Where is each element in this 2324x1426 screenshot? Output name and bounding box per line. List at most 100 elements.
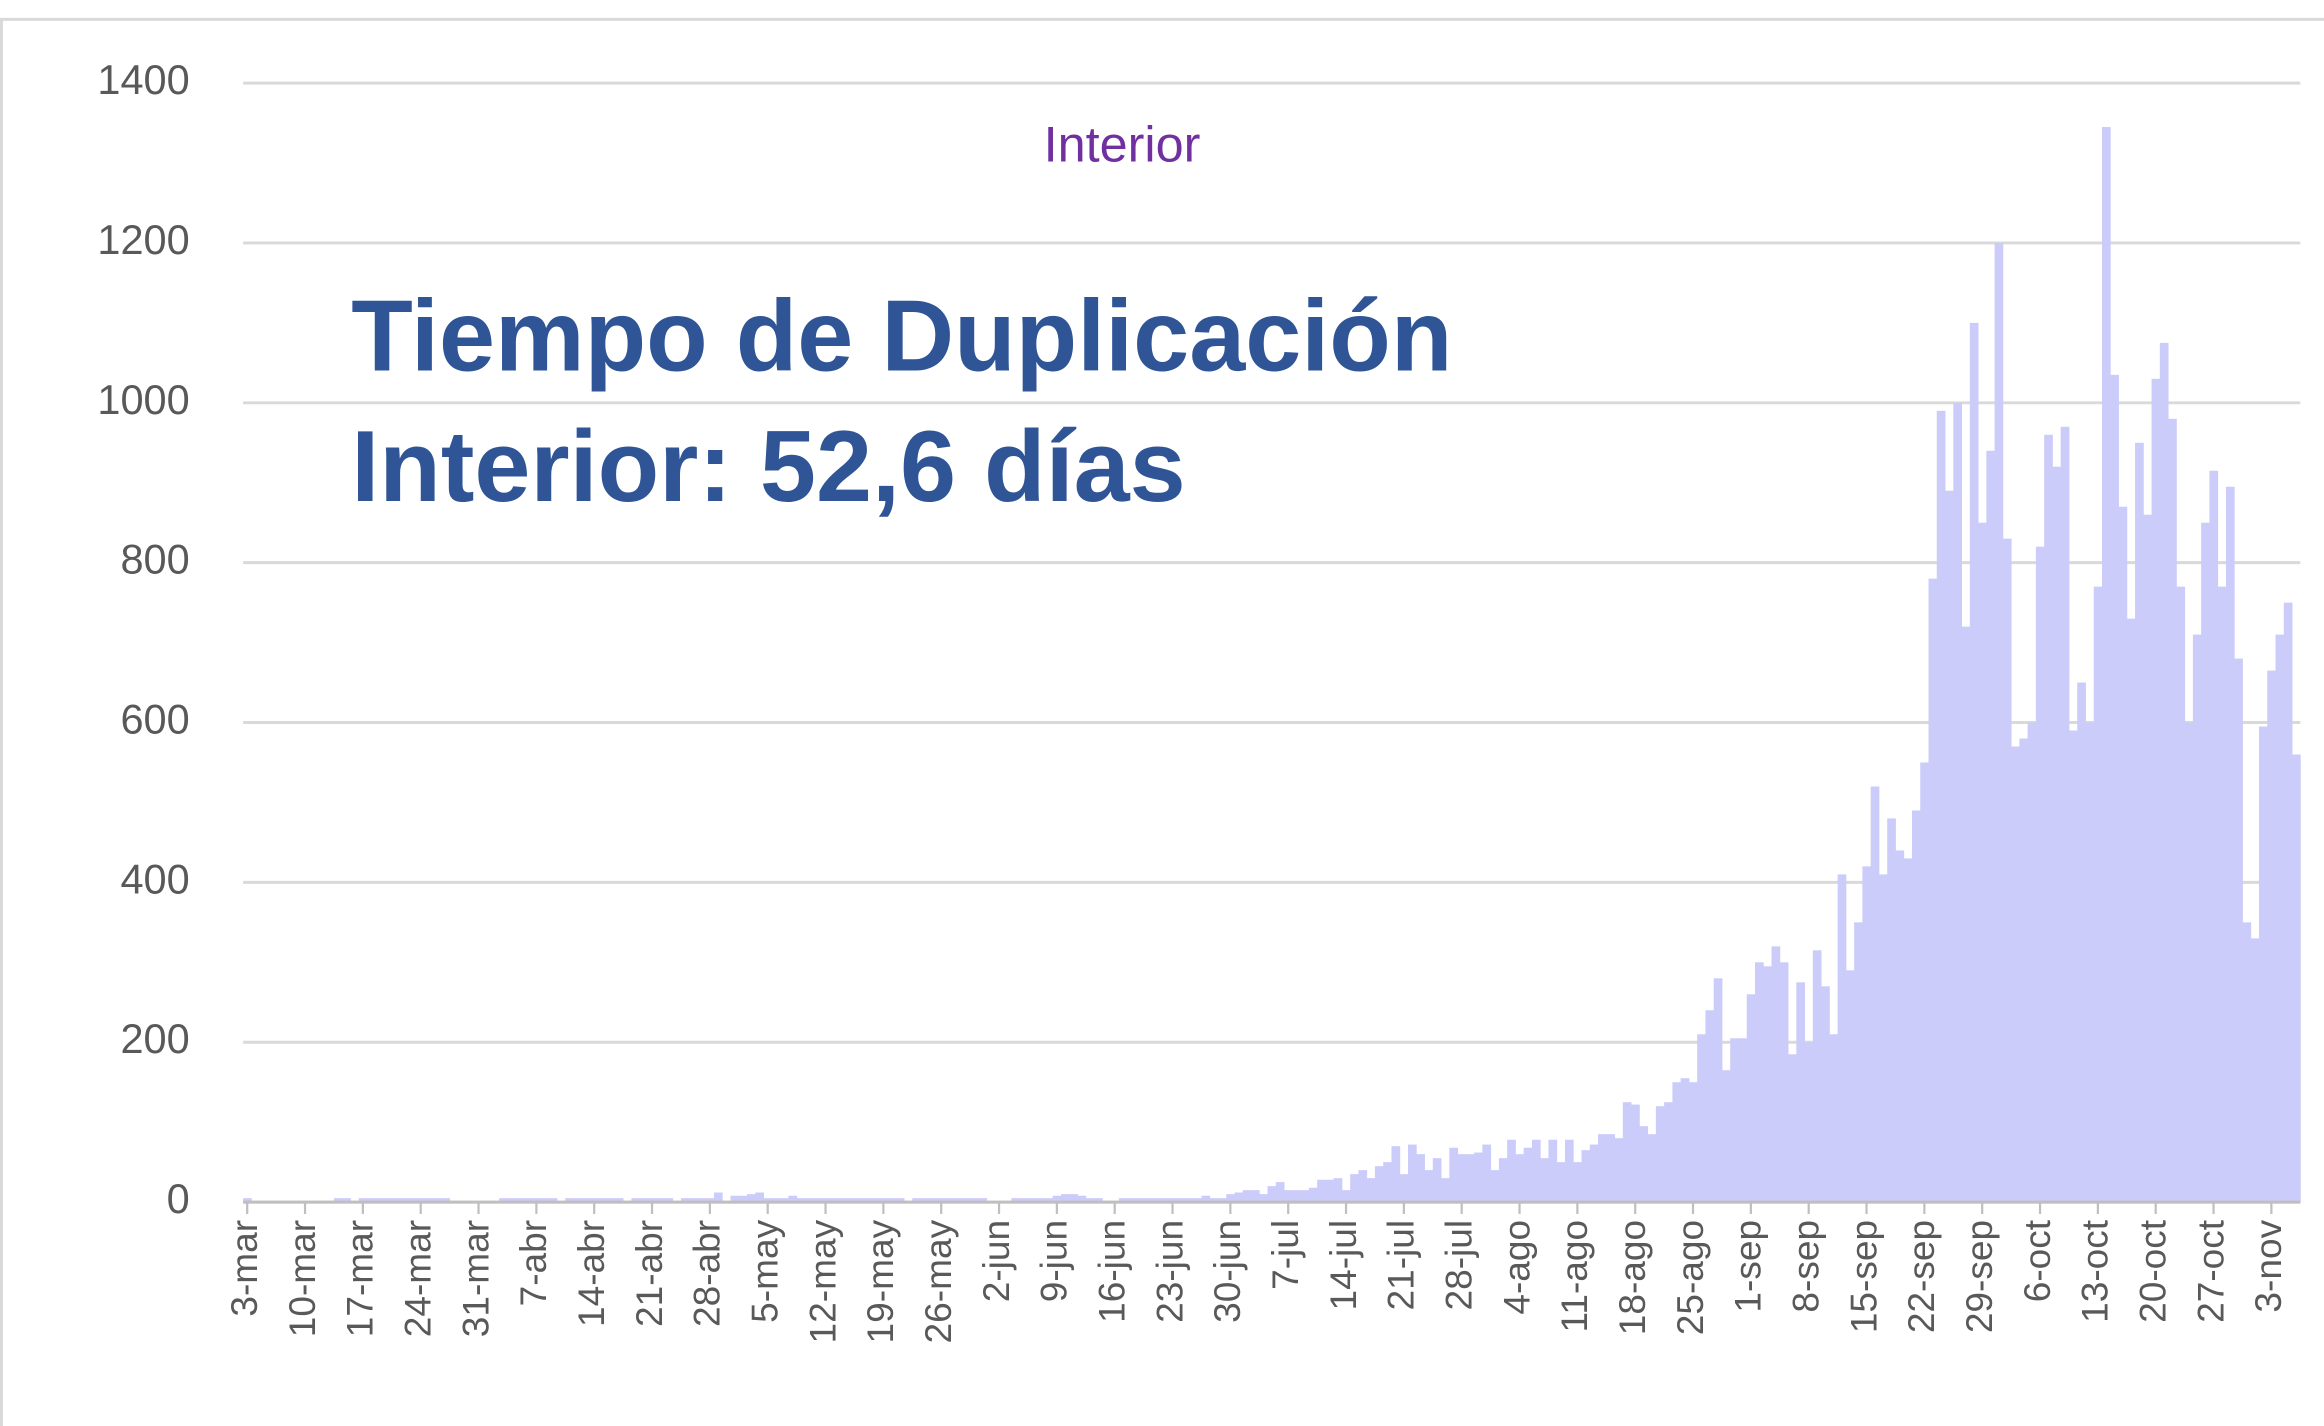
- bar: [540, 1198, 550, 1203]
- bar: [1408, 1144, 1417, 1203]
- x-tick-label: 18-ago: [1611, 1220, 1653, 1335]
- bar: [1911, 810, 1921, 1203]
- chart-title: Interior: [1044, 116, 1201, 173]
- bar: [854, 1198, 864, 1203]
- bar: [1151, 1198, 1161, 1203]
- bar: [937, 1198, 946, 1203]
- bar: [1490, 1170, 1500, 1203]
- bar: [1523, 1147, 1533, 1203]
- bar: [1201, 1195, 1211, 1203]
- bar: [1011, 1198, 1021, 1203]
- x-tick-label: 10-mar: [281, 1220, 323, 1337]
- bar: [1358, 1170, 1368, 1203]
- bar: [1077, 1195, 1087, 1203]
- bar: [647, 1198, 657, 1203]
- bar: [532, 1198, 541, 1203]
- bar: [1374, 1166, 1384, 1203]
- bar: [1061, 1194, 1070, 1203]
- bar: [920, 1198, 930, 1203]
- bar: [738, 1195, 748, 1203]
- bar: [424, 1198, 434, 1203]
- bar: [747, 1194, 756, 1203]
- bar: [614, 1198, 624, 1203]
- x-tick-label: 26-may: [917, 1219, 959, 1343]
- x-tick-label: 14-jul: [1322, 1220, 1364, 1311]
- bar: [342, 1198, 351, 1203]
- bar: [2192, 634, 2202, 1203]
- bar: [771, 1198, 781, 1203]
- bar: [1622, 1102, 1632, 1203]
- bar: [1127, 1198, 1136, 1203]
- y-tick-label: 1000: [97, 376, 189, 423]
- bar: [631, 1198, 641, 1203]
- bar: [1969, 322, 1979, 1203]
- bar: [656, 1198, 665, 1203]
- bar: [2135, 442, 2144, 1203]
- x-tick-label: 29-sep: [1958, 1220, 2000, 1333]
- x-tick-label: 9-jun: [1033, 1220, 1075, 1302]
- bar: [1474, 1152, 1483, 1203]
- bar: [1259, 1194, 1268, 1203]
- bar: [2093, 586, 2103, 1203]
- bar: [1094, 1198, 1103, 1203]
- bar: [1275, 1182, 1285, 1203]
- bar: [1482, 1144, 1492, 1203]
- bar: [2126, 618, 2136, 1203]
- bar: [515, 1198, 525, 1203]
- bar: [1598, 1134, 1607, 1203]
- bar: [1350, 1174, 1359, 1203]
- x-tick-label: 31-mar: [454, 1220, 496, 1337]
- x-tick-label: 28-abr: [686, 1220, 728, 1327]
- x-tick-label: 19-may: [859, 1219, 901, 1343]
- bar: [689, 1198, 698, 1203]
- bar: [730, 1195, 740, 1203]
- bar: [705, 1198, 715, 1203]
- x-tick-label: 30-jun: [1206, 1220, 1248, 1323]
- bar: [639, 1198, 649, 1203]
- bar: [870, 1198, 880, 1203]
- bar: [2011, 746, 2020, 1203]
- bar: [755, 1192, 765, 1203]
- bar: [1168, 1198, 1178, 1203]
- bar: [813, 1198, 822, 1203]
- bar: [1333, 1178, 1343, 1203]
- bar: [2052, 466, 2062, 1203]
- bar: [961, 1198, 971, 1203]
- bar: [1044, 1198, 1054, 1203]
- bar: [1746, 994, 1756, 1203]
- bar: [887, 1198, 897, 1203]
- bar: [1308, 1187, 1318, 1203]
- bar: [2242, 922, 2252, 1203]
- y-tick-label: 1400: [97, 56, 189, 103]
- bar: [507, 1198, 517, 1203]
- x-tick-label: 28-jul: [1437, 1220, 1479, 1311]
- bar: [1366, 1178, 1376, 1203]
- bar: [1821, 986, 1830, 1203]
- bar: [1531, 1139, 1541, 1203]
- x-tick-label: 1-sep: [1727, 1220, 1769, 1313]
- bar: [1945, 490, 1954, 1203]
- bar: [2060, 426, 2070, 1203]
- bar: [1581, 1150, 1591, 1203]
- bar: [1300, 1190, 1310, 1203]
- bar: [1730, 1038, 1739, 1203]
- bar: [1680, 1078, 1690, 1203]
- bar: [1672, 1082, 1682, 1203]
- bar: [829, 1198, 839, 1203]
- bar: [1647, 1134, 1657, 1203]
- bar: [1986, 450, 1996, 1203]
- bar: [1226, 1194, 1235, 1203]
- bar: [2225, 486, 2235, 1203]
- bar: [1251, 1190, 1260, 1203]
- bar: [2217, 586, 2227, 1203]
- bar: [1862, 866, 1872, 1203]
- bar: [2292, 754, 2301, 1203]
- x-tick-label: 24-mar: [396, 1220, 438, 1337]
- y-tick-label: 600: [120, 695, 189, 742]
- bar: [400, 1198, 409, 1203]
- bar: [1953, 402, 1962, 1203]
- bar: [2234, 658, 2243, 1203]
- bar: [1019, 1198, 1029, 1203]
- x-tick-label: 12-may: [801, 1219, 843, 1343]
